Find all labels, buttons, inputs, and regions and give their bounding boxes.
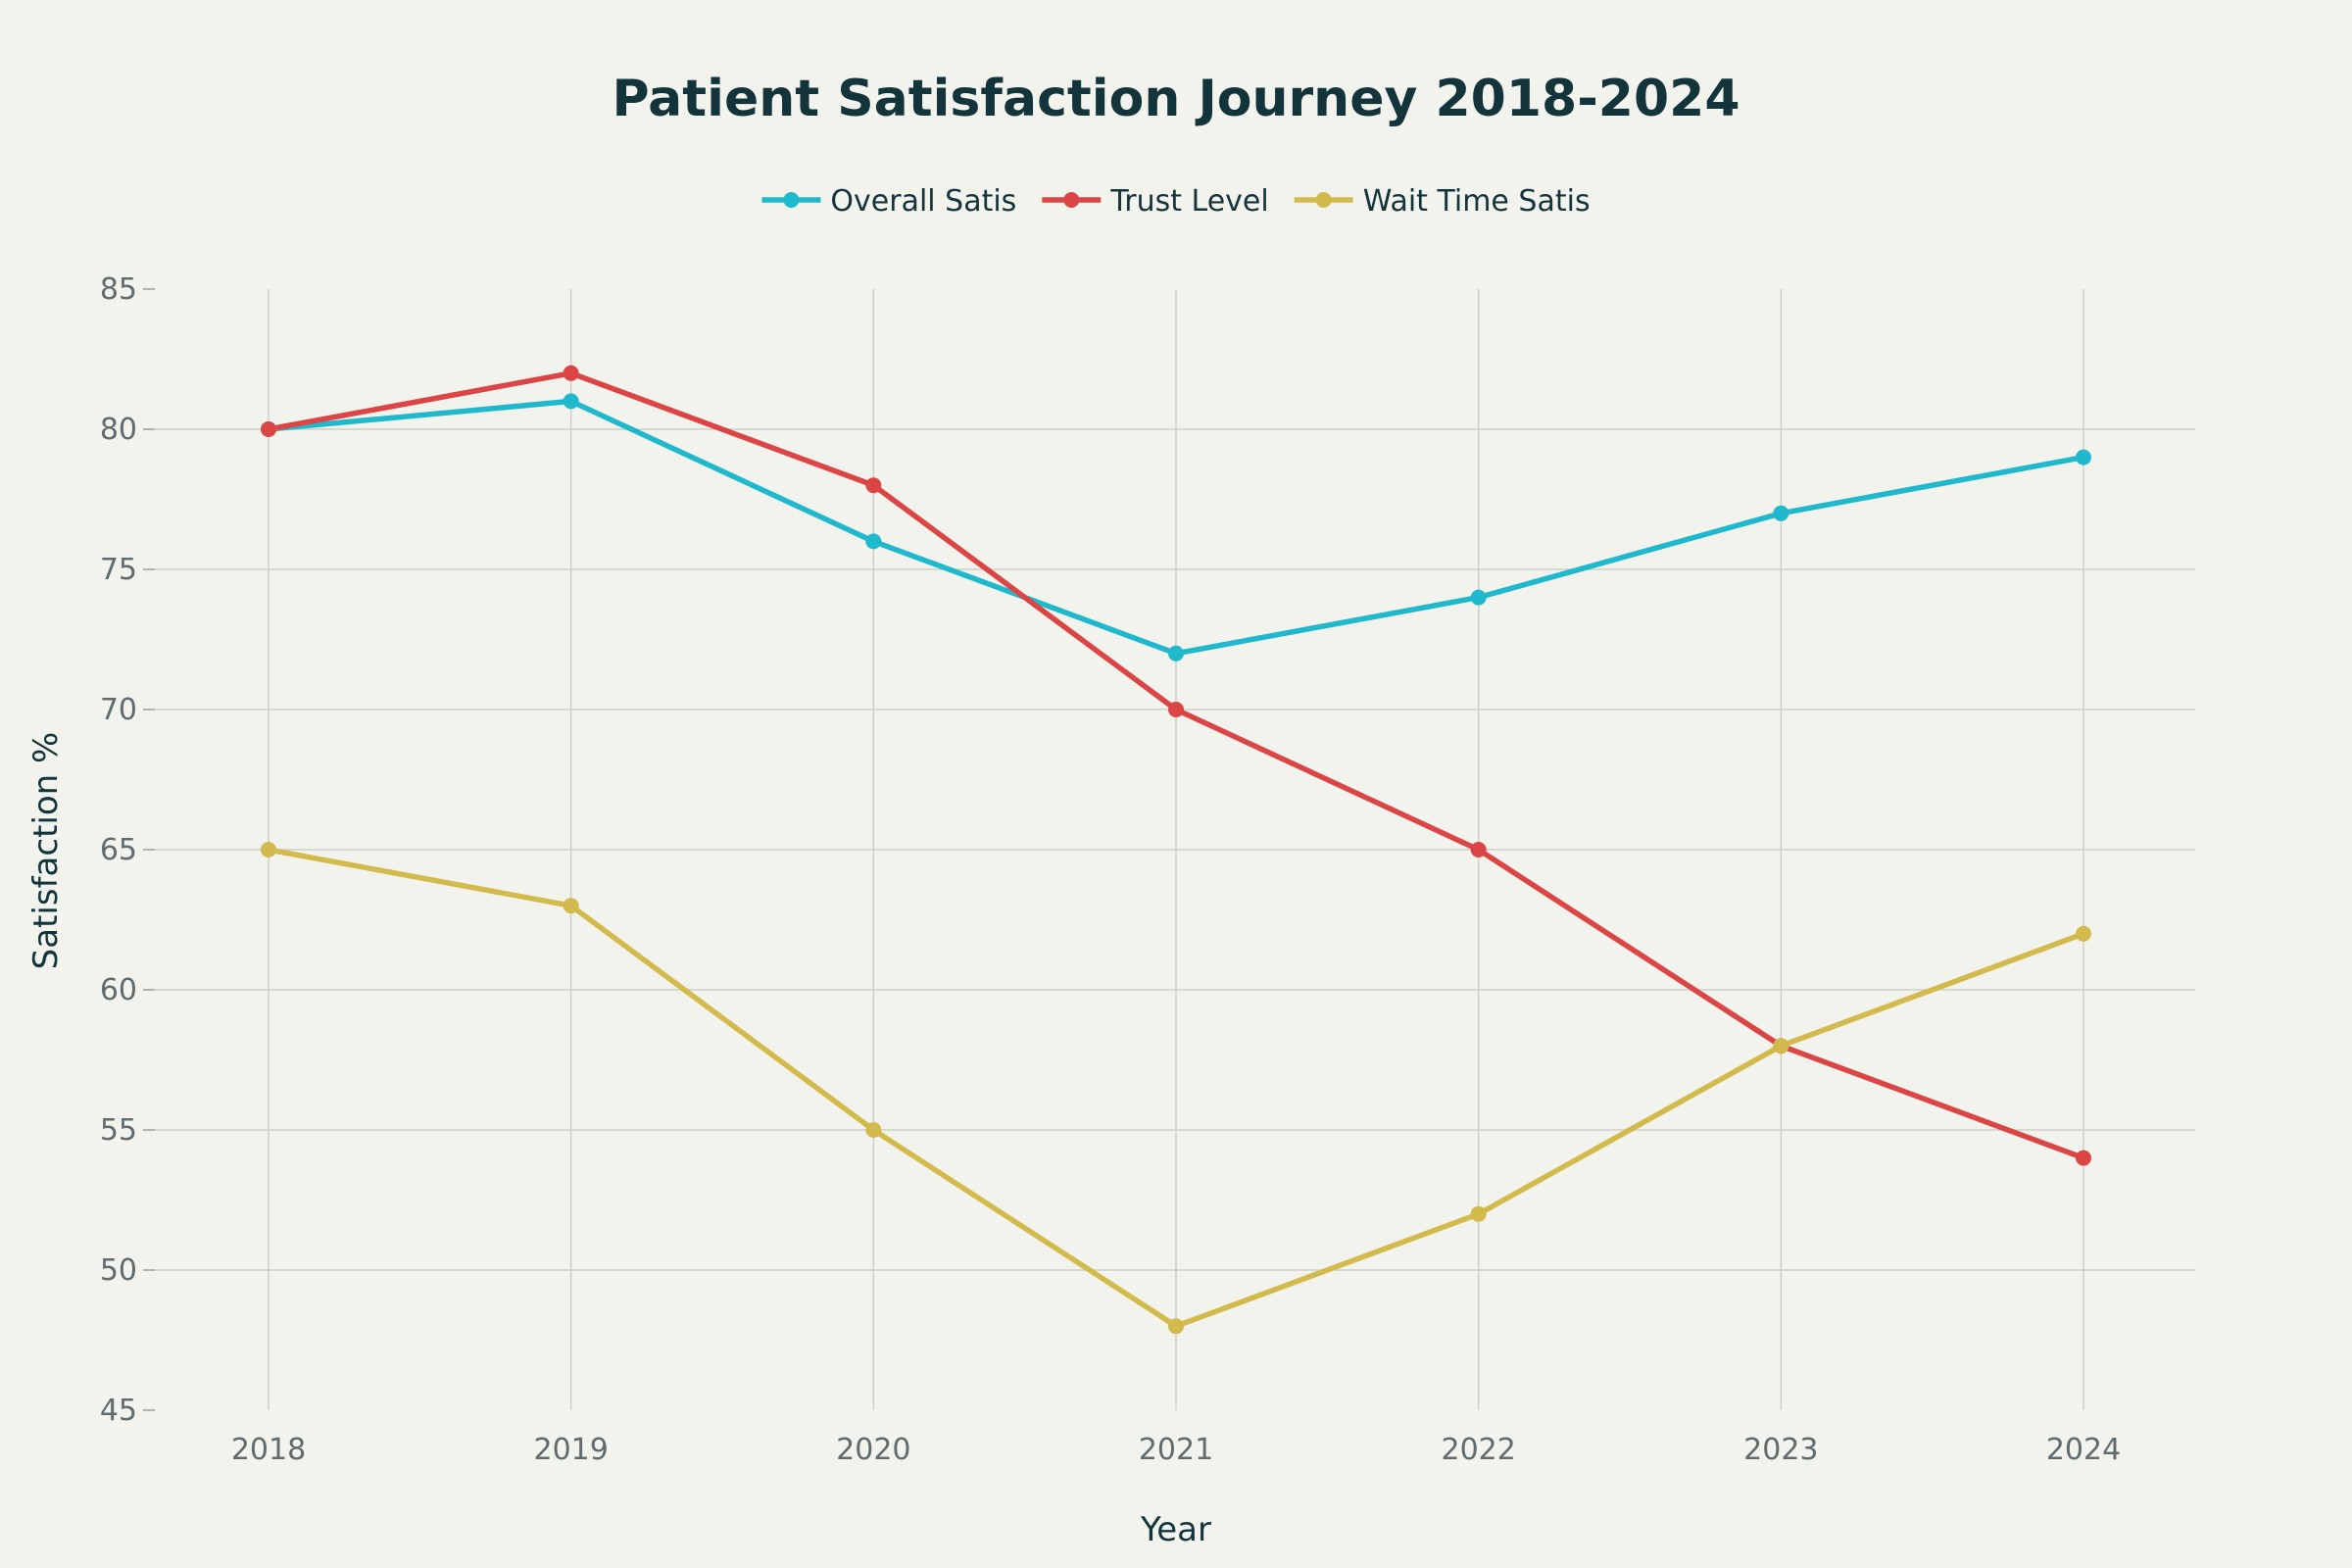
y-axis: 45 50 55 60 65 70 75 80 85	[100, 272, 155, 1428]
data-point[interactable]	[563, 365, 579, 381]
data-point[interactable]	[1168, 1318, 1184, 1335]
data-point[interactable]	[865, 477, 882, 494]
y-tick-label: 60	[100, 973, 137, 1007]
legend-swatch-marker	[1063, 192, 1080, 208]
y-tick-label: 45	[100, 1394, 137, 1428]
data-point[interactable]	[1470, 842, 1487, 858]
series-wait-time-satis	[261, 842, 2091, 1335]
data-point[interactable]	[563, 393, 579, 410]
y-tick-label: 70	[100, 693, 137, 727]
grid-lines	[155, 289, 2195, 1410]
legend-label: Wait Time Satis	[1363, 184, 1591, 219]
y-tick-label: 50	[100, 1253, 137, 1288]
data-point[interactable]	[1470, 589, 1487, 606]
data-point[interactable]	[2076, 1150, 2091, 1166]
x-axis-title: Year	[1140, 1510, 1211, 1549]
x-axis: 2018 2019 2020 2021 2022 2023 2024	[231, 1433, 2121, 1467]
data-point[interactable]	[261, 842, 276, 858]
legend-swatch-marker	[1315, 192, 1332, 208]
data-point[interactable]	[2076, 449, 2091, 466]
data-point[interactable]	[865, 533, 882, 550]
x-tick-label: 2023	[1743, 1433, 1818, 1467]
legend-swatch-marker	[783, 192, 800, 208]
legend-label: Trust Level	[1109, 184, 1268, 219]
legend-label: Overall Satis	[830, 184, 1016, 219]
y-tick-label: 85	[100, 272, 137, 307]
data-point[interactable]	[2076, 925, 2091, 942]
plot-area	[261, 365, 2091, 1335]
series-overall-satis	[261, 393, 2091, 662]
x-tick-label: 2021	[1139, 1433, 1213, 1467]
data-point[interactable]	[1470, 1205, 1487, 1222]
y-axis-title: Satisfaction %	[26, 732, 66, 970]
y-tick-label: 75	[100, 553, 137, 587]
chart-title: Patient Satisfaction Journey 2018-2024	[612, 70, 1740, 128]
legend-item[interactable]: Overall Satis	[761, 184, 1016, 219]
y-tick-label: 55	[100, 1113, 137, 1148]
data-point[interactable]	[865, 1122, 882, 1138]
x-tick-label: 2020	[836, 1433, 910, 1467]
y-tick-label: 80	[100, 413, 137, 447]
y-tick-label: 65	[100, 833, 137, 867]
data-point[interactable]	[1168, 702, 1184, 717]
x-tick-label: 2019	[533, 1433, 608, 1467]
x-tick-label: 2024	[2046, 1433, 2121, 1467]
legend-item[interactable]: Wait Time Satis	[1294, 184, 1591, 219]
data-point[interactable]	[563, 898, 579, 914]
legend: Overall Satis Trust Level Wait Time Satis	[761, 184, 1591, 219]
x-tick-label: 2018	[231, 1433, 306, 1467]
data-point[interactable]	[1168, 645, 1184, 662]
data-point[interactable]	[1773, 505, 1789, 521]
legend-item[interactable]: Trust Level	[1042, 184, 1269, 219]
data-point[interactable]	[261, 421, 276, 437]
x-tick-label: 2022	[1441, 1433, 1515, 1467]
data-point[interactable]	[1773, 1038, 1789, 1054]
